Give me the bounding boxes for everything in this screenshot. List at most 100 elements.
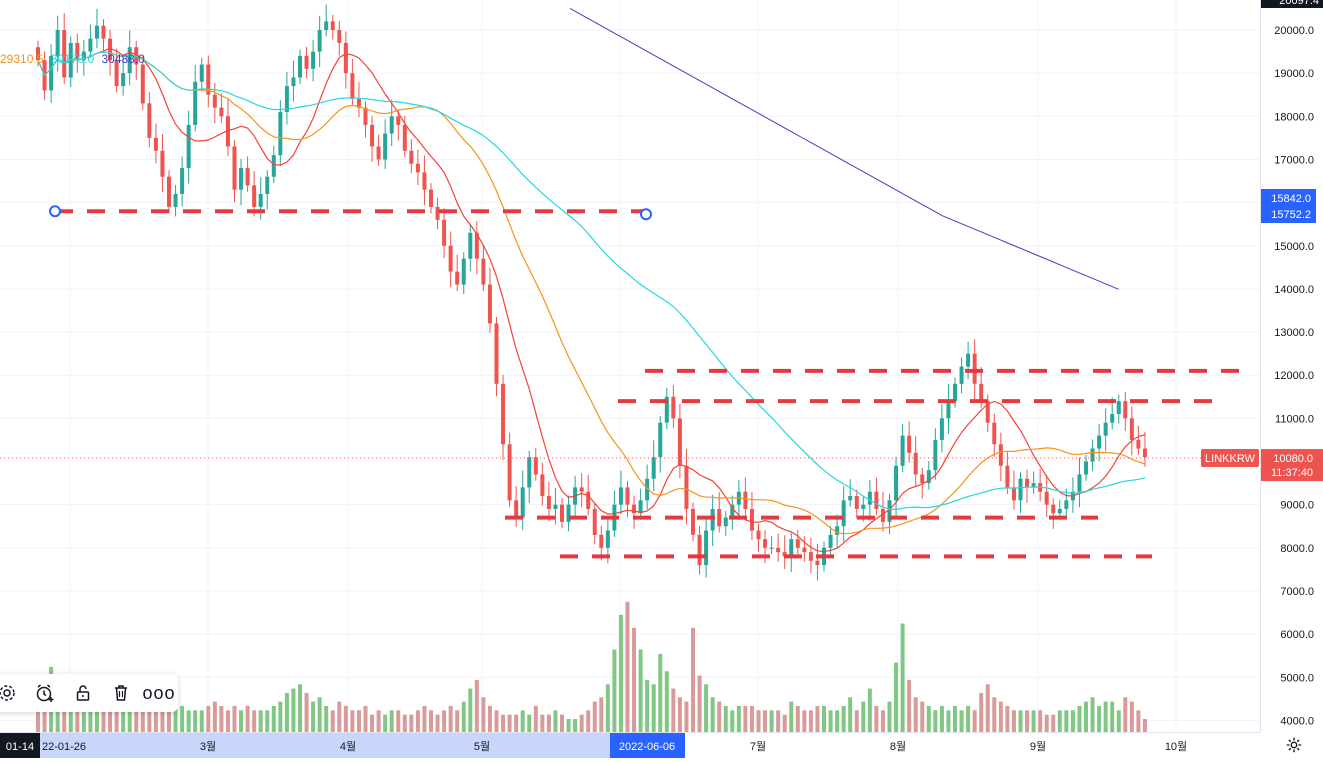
candle-body bbox=[317, 30, 322, 52]
volume-bar bbox=[330, 710, 335, 732]
candle-body bbox=[212, 94, 217, 108]
volume-bar bbox=[573, 718, 578, 732]
candle-body bbox=[658, 422, 663, 458]
volume-bar bbox=[429, 710, 433, 732]
volume-bar bbox=[501, 714, 506, 732]
symbol-tag: LINKKRW bbox=[1201, 449, 1259, 468]
price-tick-label: 14000.0 bbox=[1274, 284, 1314, 296]
time-tick-label: 9월 bbox=[1030, 740, 1046, 753]
candle-body bbox=[415, 163, 420, 173]
add-alert-button[interactable] bbox=[26, 674, 64, 712]
candle-body bbox=[566, 504, 571, 522]
candle-body bbox=[913, 452, 918, 475]
candle-body bbox=[108, 38, 113, 61]
time-highlight-end-label: 2022-06-06 bbox=[619, 741, 675, 753]
volume-bar bbox=[108, 701, 113, 732]
candle-body bbox=[926, 470, 931, 484]
volume-bar bbox=[1116, 710, 1121, 732]
volume-bar bbox=[232, 705, 237, 732]
volume-bar bbox=[1090, 697, 1095, 732]
candle-body bbox=[1005, 465, 1010, 488]
volume-bar bbox=[1025, 710, 1030, 732]
candle-body bbox=[776, 547, 781, 553]
candle-body bbox=[815, 560, 820, 566]
volume-bar bbox=[278, 701, 283, 732]
candle-body bbox=[835, 526, 840, 535]
candle-body bbox=[232, 146, 237, 190]
time-highlight-end bbox=[610, 733, 685, 758]
volume-bar bbox=[147, 710, 152, 732]
volume-bar bbox=[474, 679, 479, 732]
volume-bar bbox=[291, 688, 296, 732]
candle-body bbox=[376, 146, 381, 160]
candle-body bbox=[356, 99, 361, 108]
price-tick-label: 12000.0 bbox=[1274, 370, 1314, 382]
volume-bar bbox=[704, 684, 709, 732]
candle-body bbox=[966, 353, 971, 367]
candle-body bbox=[1084, 461, 1088, 475]
candle-body bbox=[795, 539, 800, 548]
volume-bar bbox=[553, 710, 558, 732]
candle-body bbox=[278, 111, 283, 156]
volume-bar bbox=[835, 710, 840, 732]
volume-bar bbox=[317, 697, 322, 732]
current-price-badge-bg bbox=[1261, 449, 1323, 482]
candle-body bbox=[632, 504, 637, 514]
time-axis[interactable]: 01-14 22-01-26 2022-06-06 3월 4월 5월 7월 8월 9월 10월 bbox=[0, 732, 1260, 758]
volume-bar bbox=[723, 705, 728, 732]
price-chart-canvas[interactable]: LINKKRW bbox=[0, 0, 1260, 732]
candle-body bbox=[225, 116, 230, 147]
drawing-anchor-handle[interactable] bbox=[640, 208, 652, 221]
candle-body bbox=[677, 418, 682, 466]
volume-bar bbox=[769, 710, 774, 732]
volume-bar bbox=[874, 705, 879, 732]
candle-body bbox=[88, 38, 93, 52]
volume-bar bbox=[985, 684, 990, 732]
time-tick-label: 4월 bbox=[340, 740, 356, 753]
volume-bar bbox=[894, 662, 899, 732]
candle-body bbox=[337, 30, 342, 43]
volume-bar bbox=[1038, 710, 1043, 732]
volume-bar bbox=[939, 705, 944, 732]
volume-bar bbox=[743, 705, 748, 732]
alarm-clock-plus-icon bbox=[36, 684, 54, 702]
candle-body bbox=[343, 42, 348, 74]
volume-bar bbox=[435, 714, 440, 732]
volume-bar bbox=[225, 710, 230, 732]
volume-bar bbox=[533, 705, 538, 732]
gear-icon bbox=[1286, 737, 1302, 753]
volume-bar bbox=[926, 705, 931, 732]
volume-bar bbox=[245, 705, 250, 732]
volume-bar bbox=[337, 701, 342, 732]
candle-countdown: 11:37:40 bbox=[1271, 467, 1313, 479]
price-badge-group: 15842.0 15752.2 bbox=[1261, 189, 1316, 223]
price-axis[interactable]: 20000.0 19000.0 18000.0 17000.0 15000.0 14000… bbox=[1240, 0, 1323, 732]
volume-bar bbox=[586, 710, 591, 732]
candle-body bbox=[645, 478, 650, 501]
volume-bar bbox=[651, 684, 656, 732]
time-axis-canvas: 01-14 22-01-26 2022-06-06 3월 4월 5월 7월 8월 9월 10월 bbox=[0, 733, 1187, 758]
volume-bar bbox=[795, 705, 800, 732]
remove-drawing-button[interactable] bbox=[102, 674, 140, 712]
candle-body bbox=[481, 258, 486, 285]
volume-bar bbox=[343, 705, 348, 732]
candle-body bbox=[94, 25, 99, 39]
candle-body bbox=[1011, 487, 1016, 501]
chart-settings-button[interactable] bbox=[1283, 735, 1305, 755]
candle-body bbox=[55, 30, 60, 56]
volume-bar bbox=[376, 710, 381, 732]
volume-bar bbox=[36, 701, 40, 732]
volume-bar bbox=[219, 705, 224, 732]
price-badge-lower: 15752.2 bbox=[1271, 209, 1311, 221]
more-options-button[interactable]: ooo bbox=[140, 674, 178, 712]
drawing-anchor-handle[interactable] bbox=[49, 205, 61, 218]
settings-tool-button[interactable] bbox=[0, 674, 26, 712]
volume-bar bbox=[979, 692, 984, 732]
volume-bar bbox=[284, 692, 289, 732]
volume-bar bbox=[127, 710, 132, 732]
volume-bar bbox=[953, 705, 957, 732]
lock-drawing-button[interactable] bbox=[64, 674, 102, 712]
moving-average-short bbox=[37, 47, 1146, 553]
candle-body bbox=[998, 444, 1003, 466]
